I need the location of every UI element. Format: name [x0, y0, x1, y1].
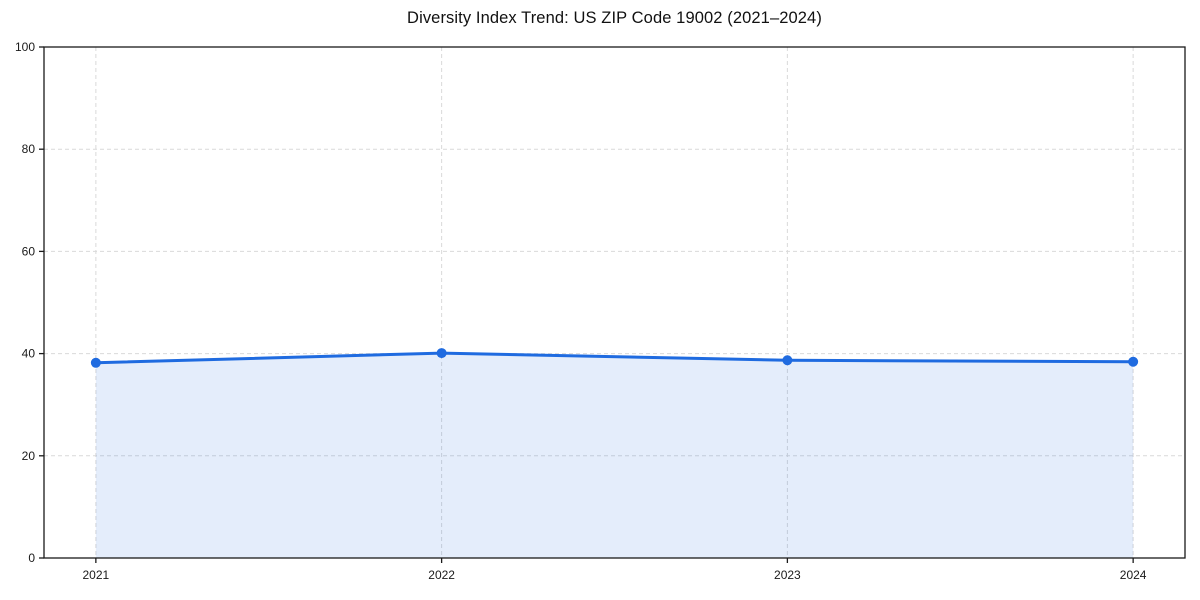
chart-title: Diversity Index Trend: US ZIP Code 19002… — [407, 9, 822, 27]
y-tick-label: 20 — [22, 449, 36, 463]
x-tick-label: 2022 — [428, 568, 455, 582]
data-point-marker — [1128, 356, 1139, 367]
data-point-marker — [90, 357, 101, 368]
y-tick-label: 80 — [22, 142, 36, 156]
y-tick-label: 40 — [22, 347, 36, 361]
data-point-marker — [436, 348, 447, 359]
series-area-fill — [95, 353, 1134, 558]
x-tick-label: 2021 — [83, 568, 110, 582]
x-tick-label: 2024 — [1120, 568, 1147, 582]
series-line — [94, 351, 1135, 365]
plot-border — [43, 46, 1186, 559]
y-tick-label: 0 — [28, 551, 35, 565]
y-tick-label: 100 — [15, 40, 35, 54]
y-tick-label: 60 — [22, 244, 36, 258]
x-tick-label: 2023 — [774, 568, 801, 582]
data-point-marker — [782, 355, 793, 366]
